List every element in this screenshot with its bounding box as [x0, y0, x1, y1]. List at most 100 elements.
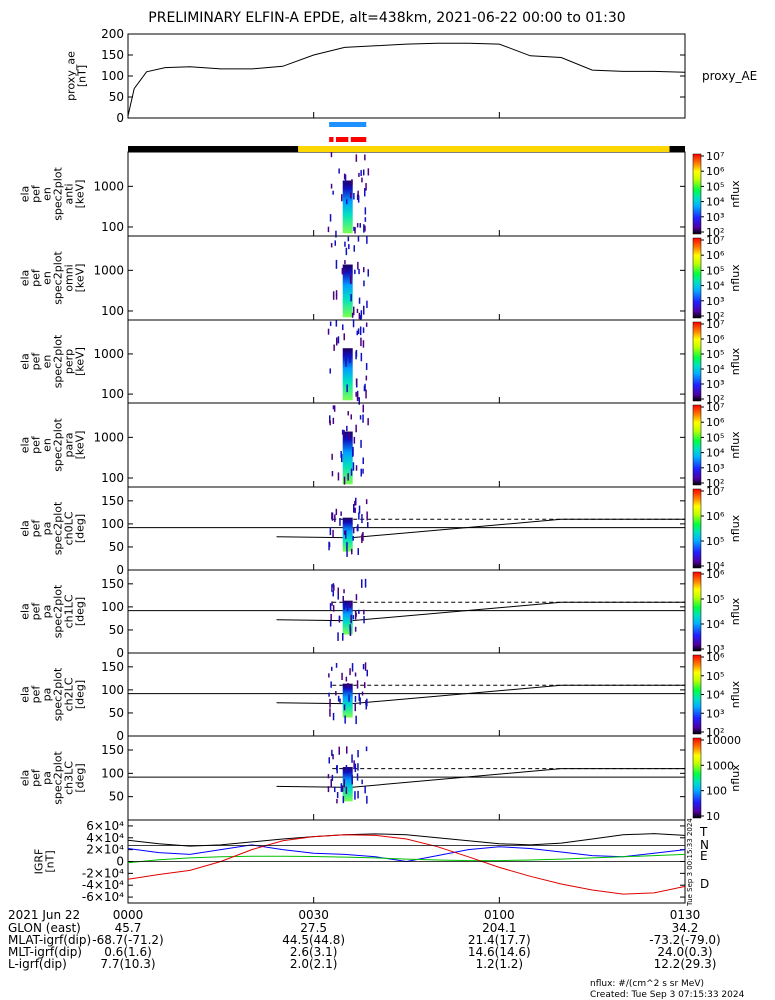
cb-tick-label: 10⁶ — [706, 333, 725, 346]
flux-pixel — [327, 774, 330, 779]
flux-pixel — [356, 223, 359, 228]
ytick-label: 1000 — [93, 179, 124, 193]
row-value: 45.7 — [115, 921, 142, 935]
ytick-label: 100 — [101, 69, 124, 83]
flux-pixel — [361, 691, 364, 696]
flux-pixel — [350, 614, 352, 624]
cb-tick-label: 10⁵ — [706, 180, 724, 193]
flux-pixel — [344, 174, 347, 184]
flux-pixel — [357, 261, 359, 270]
ylabel-line: [keV] — [74, 431, 87, 460]
cb-tick-label: 10⁷ — [706, 150, 724, 163]
ytick-label: 100 — [101, 304, 124, 318]
cb-tick-label: 10⁶ — [706, 568, 725, 581]
row-value: 12.2(29.3) — [654, 957, 717, 971]
flux-pixel — [365, 363, 368, 370]
flux-pixel — [332, 754, 334, 760]
flux-pixel — [367, 418, 369, 426]
flux-pixel — [336, 337, 338, 346]
flux-pixel — [331, 584, 333, 592]
flux-pixel — [365, 499, 368, 505]
legend-D: D — [700, 877, 709, 891]
flux-pixel — [364, 154, 366, 161]
flux-pixel — [345, 786, 348, 794]
ylabel-line: IGRF — [33, 849, 46, 875]
colorbar — [692, 237, 702, 319]
flux-pixel — [337, 587, 339, 594]
flux-pixel — [366, 698, 368, 707]
panel-frame — [127, 652, 686, 737]
flux-pixel — [335, 294, 338, 300]
ylabel-line: ela — [19, 186, 32, 203]
flux-pixel — [343, 601, 346, 610]
flux-pixel — [345, 676, 348, 682]
cb-tick-label: 10⁷ — [706, 318, 724, 331]
flux-pixel — [356, 680, 359, 689]
legend-E: E — [700, 849, 708, 863]
cb-tick-label: 10⁴ — [706, 196, 725, 209]
flux-pixel — [360, 170, 362, 176]
flux-pixel — [331, 749, 333, 756]
ylabel-line: pef — [30, 519, 43, 538]
flux-pixel — [355, 497, 357, 506]
ytick-label: 6×10⁴ — [86, 819, 124, 833]
flux-pixel — [330, 681, 332, 688]
colorbar — [692, 571, 702, 652]
xtick-label: 0000 — [113, 908, 144, 922]
flux-pixel — [327, 328, 330, 335]
ylabel-line: anti — [63, 183, 76, 204]
colorbar — [692, 737, 702, 819]
flux-pixel — [338, 615, 341, 621]
ylabel-line: spec2plot — [52, 667, 65, 721]
created-note: Created: Tue Sep 3 07:15:33 2024 — [590, 990, 745, 1000]
flux-pixel — [329, 620, 332, 627]
ytick-label: -2×10⁴ — [82, 866, 124, 880]
flux-pixel — [342, 796, 345, 804]
ytick-label: 100 — [101, 220, 124, 234]
flux-pixel — [329, 527, 332, 536]
lc-curve — [276, 601, 685, 622]
row-value: 24.0(0.3) — [657, 945, 712, 959]
ylabel-line: proxy_ae — [65, 51, 78, 101]
flux-pixel — [366, 236, 368, 244]
flux-pixel — [353, 504, 355, 513]
ylabel-line: pef — [30, 184, 43, 203]
flux-pixel — [335, 259, 338, 269]
collection-bar — [335, 137, 349, 142]
cb-tick-label: 10⁴ — [706, 280, 725, 293]
flux-pixel — [334, 786, 336, 793]
ylabel-line: perp — [63, 349, 76, 374]
flux-pixel — [367, 522, 369, 528]
flux-pixel — [335, 290, 338, 296]
flux-pixel — [347, 411, 349, 416]
ytick-label: 150 — [101, 660, 124, 674]
cb-tick-label: 10³ — [706, 211, 724, 224]
ytick-label: 150 — [101, 48, 124, 62]
row-value: -68.7(-71.2) — [92, 933, 163, 947]
flux-pixel — [354, 269, 356, 275]
flux-pixel — [329, 368, 331, 374]
flux-pixel — [364, 682, 366, 689]
row-label: GLON (east) — [8, 921, 81, 935]
cb-tick-label: 10² — [706, 726, 724, 739]
cb-tick-label: 10⁶ — [706, 510, 725, 523]
orbit-bar-sun — [298, 146, 670, 152]
cb-tick-label: 10⁴ — [706, 447, 725, 460]
series-D — [127, 834, 686, 895]
flux-pixel — [358, 505, 361, 514]
flux-pixel — [362, 414, 364, 423]
flux-pixel — [358, 397, 360, 405]
ylabel-line: pa — [41, 522, 54, 536]
flux-pixel — [357, 524, 359, 532]
ytick-label: 150 — [101, 743, 124, 757]
flux-pixel — [336, 765, 338, 774]
ylabel-line: [keV] — [74, 264, 87, 293]
flux-pixel — [364, 217, 367, 222]
panel-0: proxy_ae[nT] 0 50 100 150 200 proxy_AE — [65, 27, 758, 125]
panel-frame — [127, 402, 686, 488]
ylabel-line: ch2LC — [63, 677, 76, 711]
flux-pixel — [356, 392, 359, 401]
ylabel-line: pef — [30, 768, 43, 787]
cb-tick-label: 10⁷ — [706, 401, 724, 414]
